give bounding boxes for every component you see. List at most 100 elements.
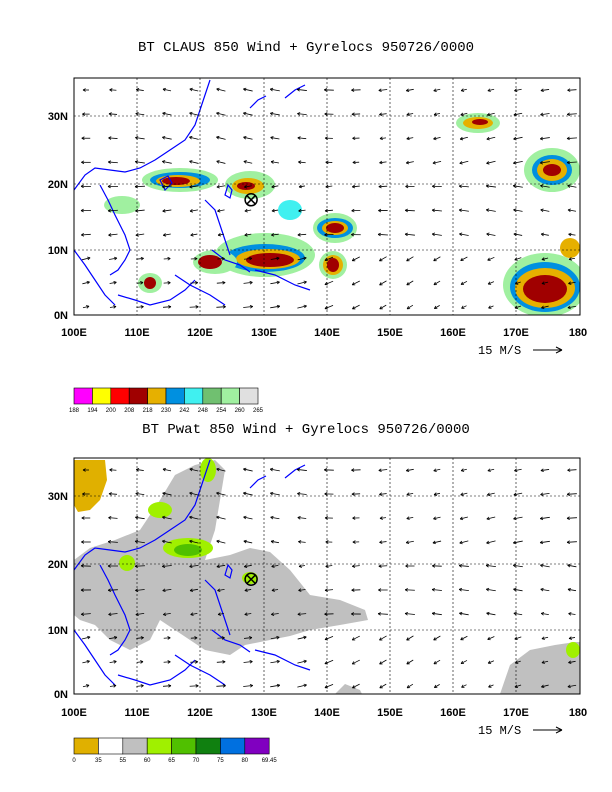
- wind-vector: [135, 588, 145, 593]
- wind-vector: [567, 208, 577, 213]
- lat-label: 30N: [48, 491, 68, 503]
- wind-vector: [352, 540, 360, 544]
- wind-vector: [458, 184, 469, 189]
- wind-vector: [297, 112, 307, 116]
- bottom-pwat-shading: [74, 458, 580, 694]
- lon-label: 120E: [187, 707, 213, 719]
- wind-vector: [108, 256, 118, 261]
- wind-vector: [513, 587, 523, 592]
- wind-vector: [243, 280, 253, 285]
- lon-label: 130E: [251, 327, 277, 339]
- wind-vector: [108, 492, 118, 496]
- lat-label: 0N: [54, 310, 68, 322]
- colorbar-label: 248: [198, 408, 209, 414]
- wind-vector: [486, 540, 496, 545]
- wind-vector: [460, 492, 468, 496]
- wind-vector: [216, 660, 226, 664]
- wind-vector: [324, 232, 334, 237]
- wind-vector: [270, 683, 281, 688]
- wind-vector: [568, 612, 576, 616]
- lon-label: 100E: [61, 707, 87, 719]
- wind-vector: [82, 88, 89, 92]
- wind-vector: [298, 540, 306, 544]
- cloud-field-west: [104, 168, 218, 214]
- wind-vector: [270, 280, 280, 285]
- wind-vector: [162, 184, 172, 189]
- wind-vector: [487, 636, 495, 641]
- wind-vector: [162, 564, 172, 569]
- wind-vector: [486, 136, 496, 141]
- wind-vector: [488, 305, 494, 309]
- wind-vector: [297, 683, 307, 688]
- wind-vector: [379, 280, 387, 286]
- wind-vector: [216, 539, 226, 544]
- lon-label: 110E: [124, 327, 149, 339]
- wind-vector: [541, 281, 549, 285]
- wind-vector: [324, 492, 334, 496]
- wind-vector: [82, 280, 90, 285]
- colorbar-label: 254: [216, 408, 227, 414]
- wind-vector: [244, 184, 252, 189]
- bottom-coastlines: [74, 459, 311, 686]
- wind-vector: [136, 88, 144, 92]
- wind-vector: [162, 209, 172, 213]
- wind-vector: [243, 539, 253, 544]
- wind-vector: [297, 280, 307, 285]
- wind-vector: [540, 563, 550, 568]
- wind-vector: [162, 160, 172, 164]
- wind-vector: [298, 588, 306, 592]
- wind-vector: [541, 684, 549, 689]
- wind-vector: [269, 467, 280, 472]
- wind-vector: [566, 492, 577, 496]
- wind-vector: [460, 280, 468, 285]
- wind-vector: [566, 160, 577, 165]
- wind-vector: [379, 256, 387, 262]
- wind-vector: [460, 468, 467, 472]
- lon-label: 170E: [503, 707, 529, 719]
- wind-vector: [162, 135, 172, 140]
- wind-vector: [433, 136, 441, 141]
- lon-label: 150E: [377, 707, 403, 719]
- colorbar-label: 208: [124, 408, 135, 414]
- wind-vector: [405, 540, 414, 545]
- wind-vector: [377, 232, 388, 237]
- wind-vector: [216, 184, 226, 189]
- wind-vector: [378, 184, 388, 189]
- colorbar-swatch: [171, 737, 197, 755]
- wind-vector: [163, 256, 171, 261]
- wind-vector: [567, 684, 577, 689]
- wind-vector: [216, 280, 226, 285]
- wind-vector: [298, 564, 306, 568]
- wind-vector: [432, 184, 442, 189]
- wind-vector: [460, 256, 468, 261]
- wind-vector: [134, 184, 145, 189]
- wind-vector: [459, 611, 469, 616]
- colorbar-label: 230: [161, 408, 172, 414]
- wind-vector: [379, 540, 387, 544]
- wind-vector: [216, 135, 226, 140]
- wind-vector: [324, 304, 334, 310]
- wind-vector: [189, 539, 199, 544]
- colorbar-swatch: [110, 387, 130, 405]
- wind-vector: [243, 467, 253, 472]
- wind-vector: [513, 492, 523, 497]
- wind-vector: [567, 184, 577, 188]
- wind-vector: [433, 659, 441, 665]
- colorbar-label: 218: [143, 408, 154, 414]
- wind-vector: [82, 305, 90, 309]
- wind-vector: [190, 256, 198, 261]
- wind-vector: [162, 467, 172, 472]
- wind-vector: [216, 160, 226, 164]
- wind-vector: [513, 611, 523, 616]
- wind-vector: [81, 233, 91, 237]
- wind-vector: [297, 612, 307, 616]
- lat-label: 10N: [48, 245, 68, 257]
- wind-vector: [488, 684, 494, 688]
- bottom-map-frame: [73, 457, 581, 695]
- colorbar-label: 188: [69, 408, 80, 414]
- lon-label: 100E: [61, 327, 87, 339]
- wind-vector: [109, 305, 117, 309]
- wind-vector: [270, 635, 280, 640]
- wind-vector: [566, 136, 577, 141]
- wind-vector: [513, 516, 523, 521]
